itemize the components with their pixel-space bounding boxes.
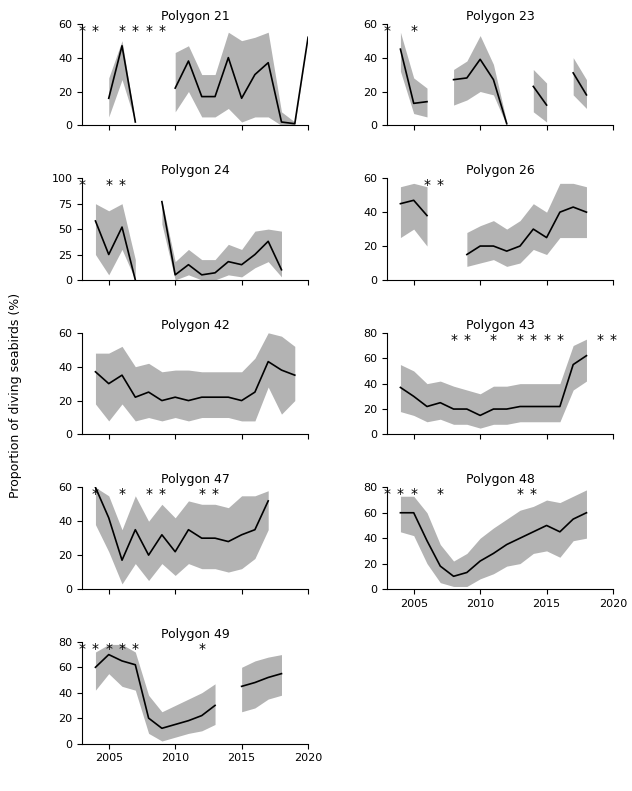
Text: *: * xyxy=(423,179,430,192)
Text: *: * xyxy=(92,487,99,501)
Text: *: * xyxy=(119,179,126,192)
Text: *: * xyxy=(78,642,86,656)
Text: *: * xyxy=(132,24,139,38)
Text: *: * xyxy=(463,333,470,347)
Text: *: * xyxy=(78,24,86,38)
Text: *: * xyxy=(450,333,457,347)
Text: *: * xyxy=(212,487,219,501)
Title: Polygon 23: Polygon 23 xyxy=(466,9,535,23)
Text: *: * xyxy=(106,179,112,192)
Text: *: * xyxy=(530,487,537,501)
Text: *: * xyxy=(384,487,391,501)
Text: Proportion of diving seabirds (%): Proportion of diving seabirds (%) xyxy=(9,293,22,498)
Text: *: * xyxy=(490,333,497,347)
Text: *: * xyxy=(119,487,126,501)
Text: *: * xyxy=(437,179,444,192)
Text: *: * xyxy=(132,642,139,656)
Text: *: * xyxy=(530,333,537,347)
Text: *: * xyxy=(556,333,563,347)
Title: Polygon 42: Polygon 42 xyxy=(161,319,229,331)
Text: *: * xyxy=(119,642,126,656)
Text: *: * xyxy=(437,487,444,501)
Text: *: * xyxy=(397,487,404,501)
Text: *: * xyxy=(106,642,112,656)
Title: Polygon 47: Polygon 47 xyxy=(161,473,229,486)
Text: *: * xyxy=(92,24,99,38)
Title: Polygon 21: Polygon 21 xyxy=(161,9,229,23)
Title: Polygon 49: Polygon 49 xyxy=(161,628,229,641)
Text: *: * xyxy=(78,179,86,192)
Text: *: * xyxy=(384,24,391,38)
Text: *: * xyxy=(159,24,166,38)
Text: *: * xyxy=(410,24,417,38)
Title: Polygon 43: Polygon 43 xyxy=(466,319,535,331)
Text: *: * xyxy=(596,333,604,347)
Text: *: * xyxy=(516,487,523,501)
Text: *: * xyxy=(516,333,523,347)
Text: *: * xyxy=(145,487,152,501)
Text: *: * xyxy=(198,487,205,501)
Text: *: * xyxy=(609,333,617,347)
Text: *: * xyxy=(119,24,126,38)
Text: *: * xyxy=(159,487,166,501)
Title: Polygon 48: Polygon 48 xyxy=(466,473,535,486)
Text: *: * xyxy=(92,642,99,656)
Title: Polygon 24: Polygon 24 xyxy=(161,164,229,177)
Text: *: * xyxy=(543,333,550,347)
Text: *: * xyxy=(145,24,152,38)
Text: *: * xyxy=(198,642,205,656)
Title: Polygon 26: Polygon 26 xyxy=(466,164,535,177)
Text: *: * xyxy=(410,487,417,501)
